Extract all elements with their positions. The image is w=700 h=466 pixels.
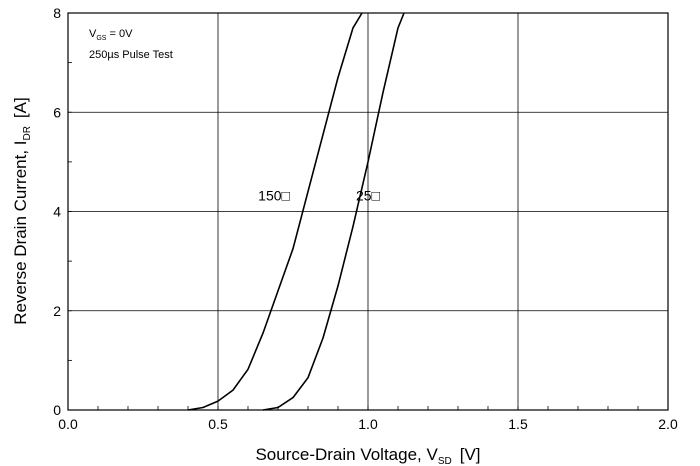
series-lines — [187, 12, 405, 411]
y-axis-title: Reverse Drain Current, IDR[A] — [11, 97, 33, 324]
curve-labels: 150□ 25□ — [258, 188, 380, 204]
x-tick-labels: 0.0 0.5 1.0 1.5 2.0 — [58, 416, 678, 432]
x-tick-label: 1.5 — [508, 416, 528, 432]
y-tick-label: 4 — [53, 204, 61, 220]
x-tick-label: 1.0 — [358, 416, 378, 432]
curve-label-2: 25□ — [356, 188, 381, 204]
y-tick-label: 8 — [53, 5, 61, 21]
series-line-1 — [187, 12, 363, 411]
x-tick-label: 2.0 — [658, 416, 678, 432]
vgs-annotation: VGS = 0V — [89, 28, 133, 42]
x-axis-title: Source-Drain Voltage, VSD [V] — [255, 445, 480, 466]
y-tick-labels: 0 2 4 6 8 — [53, 5, 61, 418]
pulse-annotation: 250µs Pulse Test — [89, 49, 173, 61]
plot-frame — [67, 12, 669, 411]
y-tick-label: 2 — [53, 303, 61, 319]
y-tick-label: 0 — [53, 402, 61, 418]
x-tick-label: 0.5 — [208, 416, 228, 432]
grid-lines — [67, 12, 669, 411]
x-tick-label: 0.0 — [58, 416, 78, 432]
curve-label-1: 150□ — [258, 188, 290, 204]
y-tick-label: 6 — [53, 104, 61, 120]
series-line-2 — [262, 12, 405, 411]
